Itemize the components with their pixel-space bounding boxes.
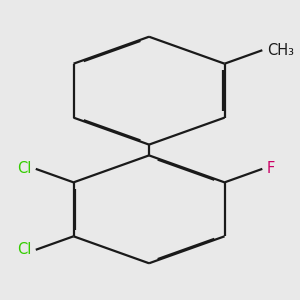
- Text: CH₃: CH₃: [267, 43, 294, 58]
- Text: Cl: Cl: [17, 161, 32, 176]
- Text: Cl: Cl: [17, 242, 32, 257]
- Text: F: F: [267, 161, 275, 176]
